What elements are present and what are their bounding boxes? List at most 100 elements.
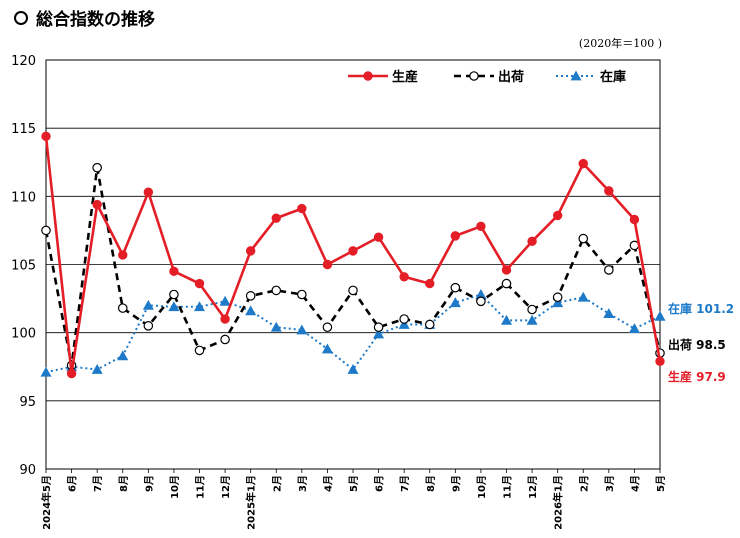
data-point-生産 (194, 278, 205, 289)
x-tick-label: 9月 (143, 475, 155, 492)
data-point-在庫 (475, 288, 487, 299)
data-point-在庫 (577, 291, 589, 302)
x-tick-label: 7月 (92, 475, 104, 492)
data-point-出荷 (117, 303, 128, 313)
data-point-生産 (220, 314, 230, 324)
data-point-出荷 (194, 345, 205, 356)
data-point-生産 (527, 236, 537, 247)
data-point-在庫 (219, 295, 231, 306)
y-tick-label: 100 (11, 327, 36, 342)
y-tick-label: 115 (11, 122, 36, 137)
data-point-在庫 (347, 363, 359, 374)
data-point-出荷 (297, 289, 307, 300)
x-tick-label: 3月 (297, 475, 309, 492)
data-point-出荷 (476, 296, 486, 307)
data-point-在庫 (245, 305, 257, 316)
data-point-生産 (245, 246, 256, 256)
y-tick-label: 90 (19, 463, 36, 478)
data-point-出荷 (220, 334, 230, 345)
data-point-在庫 (552, 297, 564, 308)
data-point-在庫 (168, 301, 180, 312)
data-point-出荷 (245, 291, 256, 301)
data-point-生産 (399, 272, 409, 282)
data-point-出荷 (373, 322, 384, 333)
data-point-生産 (348, 246, 358, 256)
data-point-生産 (450, 231, 461, 241)
data-point-出荷 (41, 225, 51, 236)
legend-marker-出荷 (469, 71, 479, 81)
data-point-在庫 (654, 310, 666, 321)
x-tick-label: 2024年5月 (40, 475, 53, 530)
data-point-生産 (373, 232, 384, 242)
base-year-note: (2020年＝100 ) (578, 37, 662, 50)
data-point-在庫 (270, 321, 282, 332)
series-line-在庫 (45, 293, 661, 374)
data-point-出荷 (604, 265, 614, 275)
data-point-生産 (41, 131, 51, 142)
data-point-出荷 (322, 322, 333, 333)
data-point-出荷 (578, 233, 589, 244)
data-point-在庫 (501, 314, 512, 325)
end-label-生産: 生産 97.9 (668, 369, 726, 384)
x-tick-label: 4月 (629, 475, 641, 492)
data-point-在庫 (603, 308, 615, 318)
end-label-在庫: 在庫 101.2 (668, 301, 734, 316)
data-point-在庫 (321, 343, 333, 354)
circle-icon (14, 10, 28, 25)
data-point-生産 (425, 278, 435, 289)
legend-label-出荷: 出荷 (498, 69, 524, 85)
data-point-在庫 (40, 366, 52, 377)
data-point-出荷 (552, 292, 563, 303)
x-tick-label: 8月 (118, 475, 130, 492)
x-tick-label: 11月 (502, 475, 514, 499)
y-tick-label: 95 (19, 395, 36, 410)
legend-marker-在庫 (570, 70, 582, 81)
data-point-出荷 (271, 285, 282, 296)
data-point-在庫 (117, 350, 129, 361)
data-point-在庫 (449, 297, 461, 308)
data-point-在庫 (398, 318, 410, 329)
data-point-生産 (629, 214, 640, 225)
data-point-出荷 (348, 285, 358, 296)
data-point-生産 (92, 199, 102, 210)
y-tick-label: 110 (11, 190, 36, 205)
x-tick-label: 5月 (655, 475, 667, 492)
data-point-在庫 (373, 328, 385, 339)
x-tick-label: 7月 (399, 475, 411, 492)
x-tick-label: 9月 (450, 475, 462, 492)
data-point-在庫 (142, 299, 154, 310)
data-point-生産 (118, 250, 128, 260)
data-point-在庫 (526, 314, 538, 325)
x-tick-label: 2026年1月 (552, 475, 565, 530)
legend-label-生産: 生産 (392, 69, 418, 85)
data-point-在庫 (296, 324, 308, 335)
chart-title: 総合指数の推移 (14, 5, 155, 30)
x-tick-label: 6月 (67, 475, 79, 492)
x-tick-label: 2025年1月 (245, 475, 258, 530)
data-point-生産 (552, 210, 563, 221)
data-point-出荷 (92, 162, 102, 173)
legend-label-在庫: 在庫 (600, 69, 626, 85)
data-point-在庫 (194, 301, 205, 312)
x-tick-label: 6月 (374, 475, 386, 492)
x-tick-label: 3月 (604, 475, 616, 492)
x-tick-label: 2月 (271, 475, 283, 492)
data-point-出荷 (169, 289, 179, 300)
data-point-出荷 (450, 282, 461, 293)
data-point-出荷 (399, 314, 409, 324)
x-tick-label: 8月 (425, 475, 437, 492)
legend-marker-生産 (363, 71, 373, 81)
y-tick-label: 120 (11, 54, 36, 69)
chart-title-text: 総合指数の推移 (36, 10, 155, 30)
end-label-出荷: 出荷 98.5 (668, 337, 726, 352)
x-tick-label: 12月 (220, 475, 232, 499)
x-tick-label: 12月 (527, 475, 539, 499)
data-point-出荷 (501, 278, 512, 289)
data-point-生産 (66, 368, 77, 379)
x-tick-label: 11月 (195, 475, 207, 499)
data-point-出荷 (424, 319, 435, 330)
data-point-生産 (604, 186, 614, 196)
data-point-生産 (322, 259, 333, 270)
